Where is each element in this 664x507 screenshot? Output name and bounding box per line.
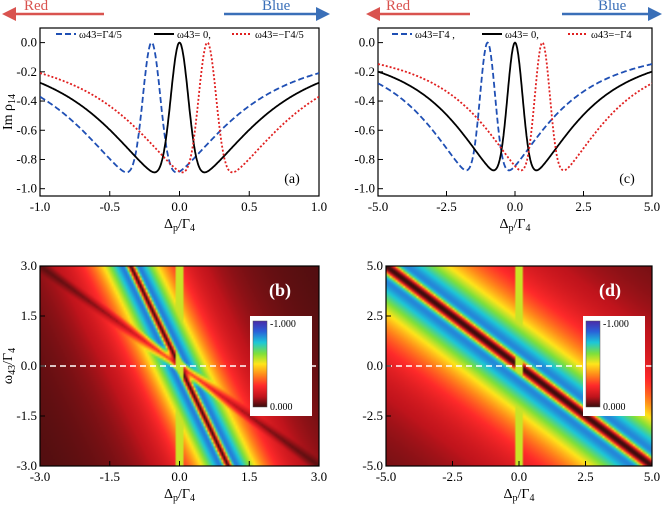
colorbar-bottom-label: 0.000 [270,402,293,413]
panel-label: (b) [269,280,291,301]
colorbar [585,320,601,408]
x-tick-label: -5.0 [368,199,389,214]
red-arrowhead-right-icon [366,7,380,21]
red-blue-arrows-right: Red Blue [366,0,662,21]
x-axis-label: Δp/Γ4 [504,487,535,504]
x-tick-label: 0.5 [241,199,257,214]
legend-label: ω43= 0, [505,30,539,41]
panel-a-line-chart: -1.0 -0.5 0.0 0.5 1.0 0.0 -0.2 -0.4 -0.6 -0.8 -1.0… [1,27,327,234]
panel-c-line-chart: -5.0 -2.5 0.0 2.5 5.0 0.0 -0.2 -0.4 -0.6 -0.8 -1.0… [354,27,660,234]
y-tick-label: 0.0 [21,358,37,373]
y-tick-label: 0.0 [367,358,383,373]
series-line-1 [378,41,652,172]
y-tick-label: -0.6 [16,122,37,137]
y-tick-label: -1.0 [16,181,37,196]
x-tick-label: -0.5 [99,199,120,214]
y-tick-label: -5.0 [362,458,383,473]
blue-arrowhead-left-icon [316,7,330,21]
y-tick-label: -3.0 [16,458,37,473]
plot-frame [377,27,653,197]
legend-label: ω43=Γ4 , [415,30,455,41]
red-label-left: Red [24,0,49,14]
series-line-0 [40,41,319,174]
x-tick-label: 5.0 [644,199,660,214]
y-tick-label: -0.4 [354,93,375,108]
x-axis-label: Δp/Γ4 [500,217,531,234]
x-axis-label: Δp/Γ4 [164,487,195,504]
y-tick-label: -0.8 [16,151,37,166]
x-tick-label: 0.0 [171,469,187,484]
red-label-right: Red [386,0,411,14]
blue-label-right: Blue [598,0,627,14]
panel-label: (a) [284,172,300,187]
red-arrowhead-left-icon [2,7,16,21]
blue-label-left: Blue [262,0,291,14]
colorbar-top-label: -1.000 [270,319,296,330]
x-tick-label: 2.5 [575,199,591,214]
y-tick-label: -0.2 [354,64,375,79]
x-tick-label: 5.0 [644,469,660,484]
x-tick-label: -2.5 [436,199,457,214]
series-line-2 [40,41,319,174]
colorbar-top-label: -1.000 [603,319,629,330]
series-line-1 [40,41,319,174]
legend-label: ω43=−Γ4/5 [255,30,304,41]
y-tick-label: 1.5 [21,308,37,323]
x-tick-label: 1.5 [241,469,257,484]
x-tick-label: 0.0 [171,199,187,214]
series-line-0 [378,41,652,172]
blue-arrowhead-right-icon [648,7,662,21]
x-tick-label: -1.0 [30,199,51,214]
x-tick-label: 1.0 [311,199,327,214]
legend-label: ω43=Γ4/5 [79,30,122,41]
colorbar-bottom-label: 0.000 [603,402,626,413]
panel-d-heatmap: -5.0 -2.5 0.0 2.5 5.0 5.0 2.5 0.0 -2.5 -5.0 Δp/Γ4 -… [362,258,660,504]
y-axis-label: Im ρ14 [1,94,18,130]
x-tick-label: 3.0 [311,469,327,484]
y-axis-label: ω43/Γ4 [1,348,18,384]
y-tick-label: -0.8 [354,151,375,166]
x-tick-label: -5.0 [376,469,397,484]
x-tick-label: -2.5 [442,469,463,484]
red-blue-arrows-left: Red Blue [2,0,330,21]
y-tick-label: -2.5 [362,408,383,423]
y-tick-label: 5.0 [367,258,383,273]
colorbar [252,320,268,408]
y-tick-label: -1.0 [354,181,375,196]
y-tick-label: -0.2 [16,64,37,79]
x-tick-label: 0.0 [507,199,523,214]
x-tick-label: 2.5 [577,469,593,484]
panel-b-heatmap: -3.0 -1.5 0.0 1.5 3.0 3.0 1.5 0.0 -1.5 -3.0 Δp/Γ4 ω… [1,258,327,504]
y-tick-label: -1.5 [16,408,37,423]
y-tick-label: 2.5 [367,308,383,323]
y-tick-label: -0.4 [16,93,37,108]
y-tick-label: 0.0 [359,35,375,50]
x-tick-label: 0.0 [511,469,527,484]
panel-label: (c) [619,172,635,187]
panel-label: (d) [599,280,621,301]
legend-label: ω43= 0, [177,30,211,41]
y-tick-label: 3.0 [21,258,37,273]
y-tick-label: -0.6 [354,122,375,137]
x-axis-label: Δp/Γ4 [164,217,195,234]
x-tick-label: -3.0 [30,469,51,484]
series-line-2 [378,41,652,172]
x-tick-label: -1.5 [99,469,120,484]
legend-label: ω43=−Γ4 [591,30,632,41]
y-tick-label: 0.0 [21,35,37,50]
